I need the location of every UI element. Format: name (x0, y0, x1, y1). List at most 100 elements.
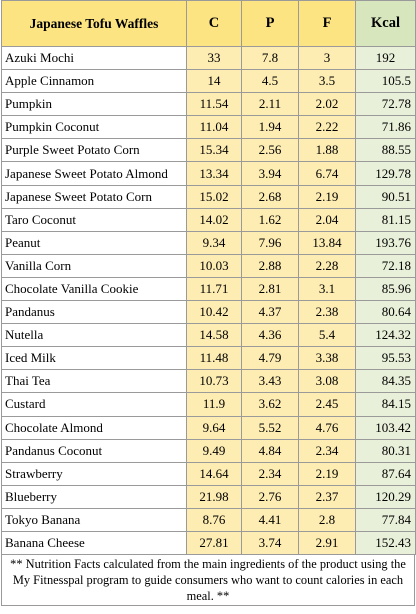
product-name-cell: Tokyo Banana (1, 507, 187, 532)
fat-cell: 2.19 (298, 461, 356, 486)
carbs-cell: 11.48 (186, 346, 242, 371)
table-row: Azuki Mochi 33 7.8 3 192 (1, 45, 416, 71)
protein-cell: 4.5 (241, 69, 299, 94)
carbs-cell: 21.98 (186, 484, 242, 509)
kcal-cell: 88.55 (355, 138, 416, 163)
carbs-cell: 33 (186, 45, 242, 71)
product-name-cell: Pumpkin (1, 92, 187, 117)
fat-cell: 2.37 (298, 484, 356, 509)
table-row: Vanilla Corn 10.03 2.88 2.28 72.18 (1, 253, 416, 278)
table-row: Japanese Sweet Potato Almond 13.34 3.94 6.7… (1, 161, 416, 186)
nutrition-table: Japanese Tofu Waffles C P F Kcal Azuki M… (1, 0, 416, 556)
protein-cell: 2.76 (241, 484, 299, 509)
fat-cell: 2.8 (298, 507, 356, 532)
carbs-cell: 10.42 (186, 300, 242, 325)
table-body: Azuki Mochi 33 7.8 3 192 Apple Cinnamon 14 4.5 3… (1, 45, 416, 556)
header-carbs: C (186, 0, 242, 47)
carbs-cell: 9.49 (186, 438, 242, 463)
protein-cell: 4.36 (241, 323, 299, 348)
kcal-cell: 120.29 (355, 484, 416, 509)
product-name-cell: Taro Coconut (1, 207, 187, 232)
kcal-cell: 103.42 (355, 415, 416, 440)
protein-cell: 7.8 (241, 45, 299, 71)
header-kcal: Kcal (355, 0, 416, 47)
table-row: Pumpkin Coconut 11.04 1.94 2.22 71.86 (1, 115, 416, 140)
table-row: Purple Sweet Potato Corn 15.34 2.56 1.88 88.… (1, 138, 416, 163)
product-name-cell: Vanilla Corn (1, 253, 187, 278)
protein-cell: 2.56 (241, 138, 299, 163)
kcal-cell: 105.5 (355, 69, 416, 94)
fat-cell: 3.38 (298, 346, 356, 371)
kcal-cell: 71.86 (355, 115, 416, 140)
kcal-cell: 84.15 (355, 392, 416, 417)
kcal-cell: 90.51 (355, 184, 416, 209)
protein-cell: 3.94 (241, 161, 299, 186)
table-row: Apple Cinnamon 14 4.5 3.5 105.5 (1, 69, 416, 94)
protein-cell: 1.62 (241, 207, 299, 232)
kcal-cell: 72.18 (355, 253, 416, 278)
carbs-cell: 27.81 (186, 530, 242, 556)
product-name-cell: Blueberry (1, 484, 187, 509)
table-row: Taro Coconut 14.02 1.62 2.04 81.15 (1, 207, 416, 232)
table-row: Iced Milk 11.48 4.79 3.38 95.53 (1, 346, 416, 371)
carbs-cell: 11.04 (186, 115, 242, 140)
product-name-cell: Japanese Sweet Potato Corn (1, 184, 187, 209)
table-row: Pandanus 10.42 4.37 2.38 80.64 (1, 300, 416, 325)
table-row: Custard 11.9 3.62 2.45 84.15 (1, 392, 416, 417)
product-name-cell: Purple Sweet Potato Corn (1, 138, 187, 163)
protein-cell: 2.81 (241, 276, 299, 302)
protein-cell: 4.79 (241, 346, 299, 371)
kcal-cell: 87.64 (355, 461, 416, 486)
carbs-cell: 10.73 (186, 369, 242, 394)
fat-cell: 2.38 (298, 300, 356, 325)
kcal-cell: 80.64 (355, 300, 416, 325)
product-name-cell: Chocolate Vanilla Cookie (1, 276, 187, 302)
table-row: Blueberry 21.98 2.76 2.37 120.29 (1, 484, 416, 509)
fat-cell: 3.5 (298, 69, 356, 94)
table-row: Chocolate Vanilla Cookie 11.71 2.81 3.1 85.9… (1, 276, 416, 302)
fat-cell: 3 (298, 45, 356, 71)
product-name-cell: Pumpkin Coconut (1, 115, 187, 140)
carbs-cell: 15.34 (186, 138, 242, 163)
product-name-cell: Chocolate Almond (1, 415, 187, 440)
table-row: Tokyo Banana 8.76 4.41 2.8 77.84 (1, 507, 416, 532)
fat-cell: 2.22 (298, 115, 356, 140)
fat-cell: 3.1 (298, 276, 356, 302)
product-name-cell: Iced Milk (1, 346, 187, 371)
product-name-cell: Azuki Mochi (1, 45, 187, 71)
kcal-cell: 124.32 (355, 323, 416, 348)
carbs-cell: 10.03 (186, 253, 242, 278)
carbs-cell: 11.71 (186, 276, 242, 302)
product-name-cell: Nutella (1, 323, 187, 348)
fat-cell: 5.4 (298, 323, 356, 348)
protein-cell: 3.62 (241, 392, 299, 417)
table-row: Nutella 14.58 4.36 5.4 124.32 (1, 323, 416, 348)
header-row: Japanese Tofu Waffles C P F Kcal (1, 0, 416, 47)
product-name-cell: Pandanus Coconut (1, 438, 187, 463)
carbs-cell: 14.64 (186, 461, 242, 486)
kcal-cell: 192 (355, 45, 416, 71)
fat-cell: 2.02 (298, 92, 356, 117)
fat-cell: 2.91 (298, 530, 356, 556)
product-name-cell: Peanut (1, 230, 187, 255)
carbs-cell: 14 (186, 69, 242, 94)
fat-cell: 2.19 (298, 184, 356, 209)
protein-cell: 4.84 (241, 438, 299, 463)
product-name-cell: Custard (1, 392, 187, 417)
table-row: Chocolate Almond 9.64 5.52 4.76 103.42 (1, 415, 416, 440)
fat-cell: 2.28 (298, 253, 356, 278)
protein-cell: 4.37 (241, 300, 299, 325)
table-row: Peanut 9.34 7.96 13.84 193.76 (1, 230, 416, 255)
kcal-cell: 85.96 (355, 276, 416, 302)
carbs-cell: 11.54 (186, 92, 242, 117)
carbs-cell: 14.02 (186, 207, 242, 232)
protein-cell: 3.43 (241, 369, 299, 394)
carbs-cell: 11.9 (186, 392, 242, 417)
fat-cell: 1.88 (298, 138, 356, 163)
kcal-cell: 81.15 (355, 207, 416, 232)
header-product-name: Japanese Tofu Waffles (1, 0, 187, 47)
protein-cell: 2.11 (241, 92, 299, 117)
fat-cell: 6.74 (298, 161, 356, 186)
product-name-cell: Pandanus (1, 300, 187, 325)
carbs-cell: 9.34 (186, 230, 242, 255)
